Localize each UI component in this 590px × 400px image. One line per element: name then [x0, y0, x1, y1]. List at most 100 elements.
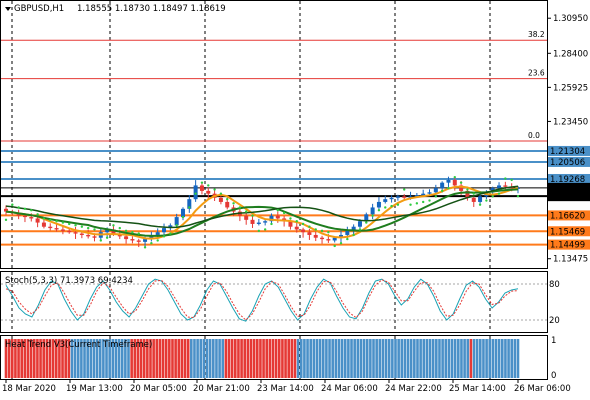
price-tick-label: 1.25925 — [553, 83, 588, 93]
sar-dot — [327, 231, 330, 234]
trend-bar — [428, 339, 432, 378]
candle-body — [345, 230, 350, 235]
candle-body — [357, 221, 362, 227]
candle-body — [92, 236, 97, 238]
trend-bar — [497, 339, 501, 378]
sar-dot — [232, 202, 235, 205]
trend-bar — [431, 339, 435, 378]
trend-bar — [500, 339, 504, 378]
trend-bar — [343, 339, 347, 378]
sar-dot — [213, 188, 216, 191]
trend-bar — [45, 339, 49, 378]
sar-dot — [118, 226, 121, 230]
trend-bar — [362, 339, 366, 378]
trend-bar — [447, 339, 451, 378]
trend-bar — [306, 339, 309, 378]
support-tag-label: 1.15469 — [550, 227, 585, 237]
candle-body — [478, 196, 483, 202]
trend-bar — [230, 339, 234, 378]
trend-bar — [127, 339, 130, 378]
current-price-tag — [548, 182, 590, 193]
candle-body — [383, 199, 388, 202]
price-line-tag-label: 1.18021 — [550, 192, 585, 202]
candle-body — [86, 234, 91, 237]
time-label: 18 Mar 2020 — [2, 384, 56, 394]
sar-dot — [282, 211, 286, 215]
candle-body — [421, 193, 426, 196]
sar-dot — [365, 221, 368, 224]
trend-bar — [293, 339, 297, 378]
trend-bar — [255, 339, 259, 378]
candle-body — [313, 234, 318, 238]
candle-body — [427, 192, 432, 194]
trend-bar — [67, 339, 71, 378]
candle-body — [199, 185, 204, 191]
trend-bar — [331, 339, 334, 378]
trend-bar — [14, 339, 17, 378]
candle-body — [48, 226, 53, 229]
trend-bar — [42, 339, 45, 378]
parabolic-sar — [4, 175, 520, 249]
trend-bar — [139, 339, 143, 378]
candle-body — [351, 226, 356, 231]
trend-bar — [340, 339, 344, 378]
candle-body — [332, 237, 337, 241]
trend-bar — [73, 339, 77, 378]
sar-dot — [403, 188, 406, 191]
dropdown-triangle-icon[interactable] — [5, 7, 11, 11]
candle-body — [29, 217, 34, 219]
trend-bar — [120, 339, 124, 378]
trend-bar — [180, 339, 184, 378]
trend-bar — [171, 339, 174, 378]
trend-bar — [259, 339, 262, 378]
trend-bar — [516, 339, 520, 378]
trend-bar — [422, 339, 426, 378]
support-tag-label: 1.16620 — [550, 211, 585, 221]
stoch-title: Stoch(5,3,3) 71.3973 69.4234 — [5, 276, 133, 286]
sar-dot — [478, 203, 482, 206]
trend-bar — [221, 339, 225, 378]
sma-line — [5, 185, 519, 240]
trend-bar — [321, 339, 325, 378]
sar-dot — [434, 195, 438, 198]
candle-body — [111, 229, 116, 234]
stoch-line — [5, 279, 519, 321]
candle-body — [143, 239, 148, 242]
trend-bar — [438, 339, 441, 378]
sar-dot — [251, 214, 254, 217]
sar-dot — [453, 175, 456, 179]
trend-bar — [39, 339, 42, 378]
stoch-level-label: 80 — [549, 280, 560, 290]
trend-bar — [215, 339, 218, 378]
support-tag — [548, 239, 590, 250]
trend-bar — [177, 339, 181, 378]
trend-bar — [117, 339, 121, 378]
candle-body — [465, 190, 470, 198]
trend-bar — [475, 339, 479, 378]
trend-bar — [237, 339, 240, 378]
trend-bar — [155, 339, 159, 378]
current-price-tag-label: 1.18619 — [550, 184, 585, 194]
trend-bar — [168, 339, 171, 378]
trend-bar — [64, 339, 67, 378]
trend-bar — [10, 339, 14, 378]
trend-bar — [36, 339, 39, 378]
candle-body — [294, 226, 299, 230]
candle-body — [218, 197, 223, 202]
sar-dot — [238, 206, 242, 209]
candle-body — [395, 196, 400, 198]
candle-body — [497, 185, 502, 189]
sar-dot — [156, 239, 159, 242]
sar-dot — [61, 221, 65, 224]
price-tick-label: 1.28400 — [553, 49, 588, 59]
trend-bar — [303, 339, 306, 378]
trend-bar — [507, 339, 510, 378]
trend-bar — [51, 339, 55, 378]
sar-dot — [472, 192, 475, 195]
sar-dot — [124, 229, 128, 233]
sar-dot — [74, 224, 77, 227]
sar-dot — [510, 178, 513, 182]
trend-bar — [435, 339, 438, 378]
main-chart-frame — [0, 0, 548, 269]
